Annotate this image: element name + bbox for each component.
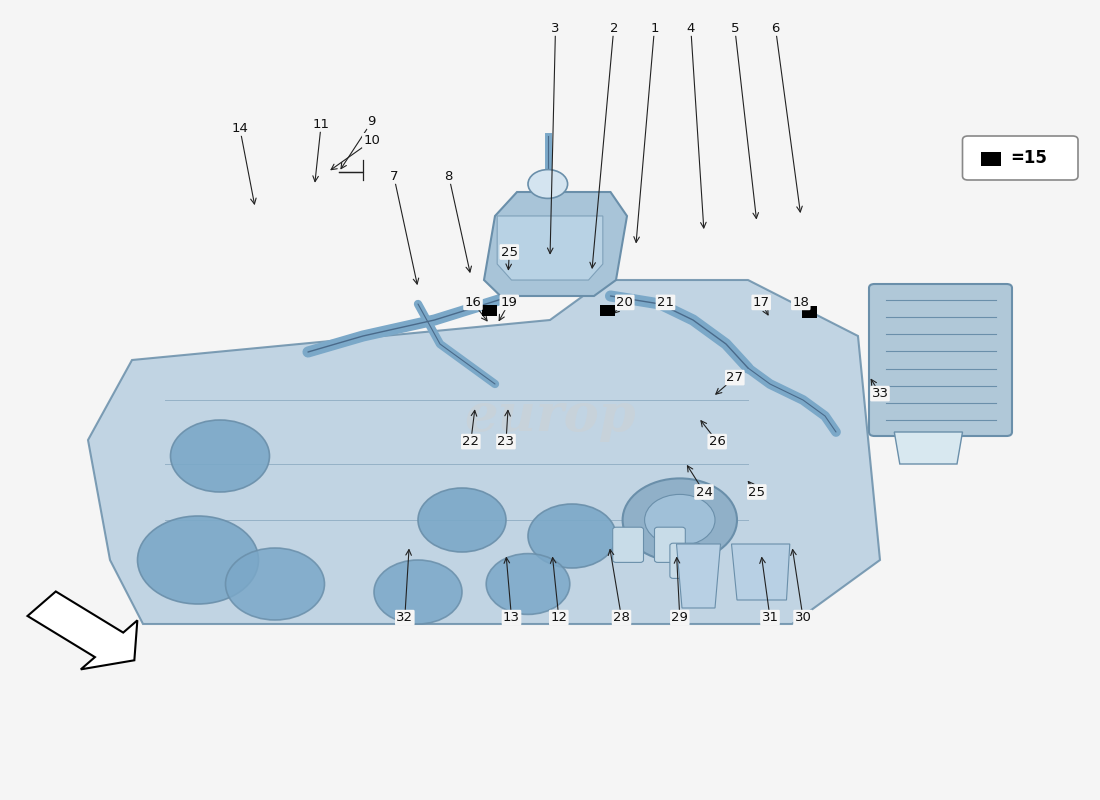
Polygon shape (484, 192, 627, 296)
FancyBboxPatch shape (654, 527, 685, 562)
FancyBboxPatch shape (613, 527, 644, 562)
Text: 30: 30 (794, 611, 812, 624)
Text: 27: 27 (726, 371, 744, 384)
Text: 18: 18 (792, 296, 810, 309)
Circle shape (418, 488, 506, 552)
Text: 17: 17 (752, 296, 770, 309)
Text: 13: 13 (503, 611, 520, 624)
Bar (600, 305, 615, 316)
Text: 19: 19 (500, 296, 518, 309)
Polygon shape (676, 544, 720, 608)
Text: 32: 32 (396, 611, 414, 624)
Text: 29: 29 (671, 611, 689, 624)
Bar (482, 305, 497, 316)
Polygon shape (497, 216, 603, 280)
Circle shape (226, 548, 324, 620)
Text: 20: 20 (616, 296, 634, 309)
Text: 4: 4 (686, 22, 695, 34)
Text: 16: 16 (464, 296, 482, 309)
FancyBboxPatch shape (962, 136, 1078, 180)
Text: 25: 25 (748, 486, 766, 498)
Circle shape (528, 504, 616, 568)
Text: 25: 25 (500, 246, 518, 258)
Polygon shape (28, 591, 138, 670)
Text: 28: 28 (613, 611, 630, 624)
Text: 23: 23 (497, 435, 515, 448)
Text: 14: 14 (231, 122, 249, 134)
Text: europ: europ (464, 390, 636, 442)
Text: 3: 3 (551, 22, 560, 34)
Circle shape (374, 560, 462, 624)
Text: 2: 2 (609, 22, 618, 34)
Text: 31: 31 (761, 611, 779, 624)
Bar (981, 152, 1001, 166)
FancyBboxPatch shape (869, 284, 1012, 436)
FancyBboxPatch shape (670, 543, 701, 578)
Text: 9: 9 (367, 115, 376, 128)
Circle shape (170, 420, 270, 492)
Text: 7: 7 (389, 170, 398, 182)
Circle shape (645, 494, 715, 546)
Circle shape (486, 554, 570, 614)
Text: 11: 11 (312, 118, 330, 130)
Circle shape (138, 516, 258, 604)
Text: 33: 33 (871, 387, 889, 400)
Text: =15: =15 (1010, 150, 1047, 167)
Text: 22: 22 (462, 435, 480, 448)
Text: 24: 24 (695, 486, 713, 498)
Circle shape (528, 170, 568, 198)
Bar (802, 306, 817, 318)
Polygon shape (894, 432, 962, 464)
Text: 12: 12 (550, 611, 568, 624)
Text: 6: 6 (771, 22, 780, 34)
Text: 21: 21 (657, 296, 674, 309)
Text: 8: 8 (444, 170, 453, 182)
Text: 26: 26 (708, 435, 726, 448)
Circle shape (623, 478, 737, 562)
Polygon shape (732, 544, 790, 600)
Text: 5: 5 (730, 22, 739, 34)
Polygon shape (88, 280, 880, 624)
Text: 1: 1 (650, 22, 659, 34)
Text: 10: 10 (363, 134, 381, 147)
